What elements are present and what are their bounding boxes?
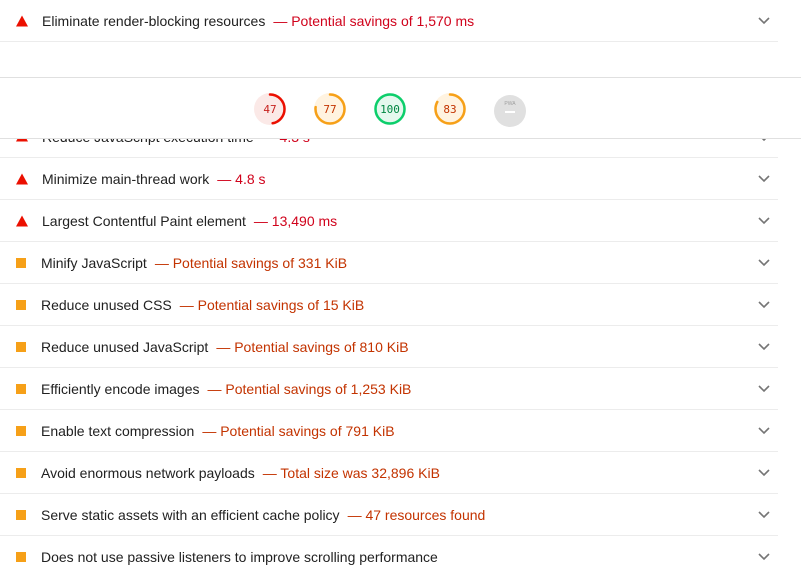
gauge-arc bbox=[314, 93, 346, 125]
gauge-bg bbox=[374, 93, 406, 125]
audit-display-value: — Potential savings of 331 KiB bbox=[154, 254, 348, 271]
chevron-down-icon[interactable] bbox=[757, 216, 771, 226]
score-value: 77 bbox=[323, 102, 337, 116]
audit-row-render-blocking[interactable]: Eliminate render-blocking resources — Pot… bbox=[0, 0, 778, 42]
audit-display-value: — 4.8 s bbox=[217, 170, 266, 187]
gauge-arc bbox=[254, 93, 286, 125]
chevron-down-icon[interactable] bbox=[757, 426, 771, 436]
audit-display-value: — Total size was 32,896 KiB bbox=[262, 464, 440, 481]
chevron-down-icon[interactable] bbox=[757, 16, 771, 26]
score-gauge-seo[interactable]: 83 bbox=[434, 93, 466, 125]
audit-display-value: — 47 resources found bbox=[347, 506, 486, 523]
audit-row-network-payloads[interactable]: Avoid enormous network payloads — Total s… bbox=[0, 452, 778, 494]
fail-triangle-icon bbox=[16, 173, 28, 184]
audit-display-value: — Potential savings of 1,253 KiB bbox=[207, 380, 412, 397]
audit-row-encode-images[interactable]: Efficiently encode images — Potential sav… bbox=[0, 368, 778, 410]
audit-title: Efficiently encode images — Potential sav… bbox=[41, 380, 412, 397]
score-gauge-performance[interactable]: 47 bbox=[254, 93, 286, 125]
chevron-down-icon[interactable] bbox=[757, 552, 771, 562]
score-gauge-pwa[interactable]: PWA bbox=[494, 95, 526, 127]
score-value: 83 bbox=[443, 102, 457, 116]
score-gauge-best-practices[interactable]: 100 bbox=[374, 93, 406, 125]
audit-display-value: — Potential savings of 791 KiB bbox=[202, 422, 395, 439]
chevron-down-icon[interactable] bbox=[757, 510, 771, 520]
gauge-arc bbox=[434, 93, 466, 125]
average-square-icon bbox=[16, 341, 26, 352]
audit-title: Minimize main-thread work — 4.8 s bbox=[42, 170, 266, 187]
gauge-arc bbox=[374, 93, 406, 125]
chevron-down-icon[interactable] bbox=[757, 342, 771, 352]
chevron-down-icon[interactable] bbox=[757, 300, 771, 310]
average-square-icon bbox=[16, 467, 26, 478]
pwa-dash-icon bbox=[505, 111, 515, 113]
pwa-label: PWA bbox=[504, 101, 516, 107]
score-gauge-accessibility[interactable]: 77 bbox=[314, 93, 346, 125]
score-value: 100 bbox=[380, 102, 400, 116]
audit-row-cache-policy[interactable]: Serve static assets with an efficient ca… bbox=[0, 494, 778, 536]
chevron-down-icon[interactable] bbox=[757, 174, 771, 184]
gauge-bg bbox=[314, 93, 346, 125]
audit-row-passive-listeners[interactable]: Does not use passive listeners to improv… bbox=[0, 536, 778, 577]
fail-triangle-icon bbox=[16, 15, 28, 26]
audit-title: Reduce unused CSS — Potential savings of … bbox=[41, 296, 365, 313]
audit-title: Minify JavaScript — Potential savings of … bbox=[41, 254, 348, 271]
audit-title: Does not use passive listeners to improv… bbox=[41, 548, 438, 565]
average-square-icon bbox=[16, 509, 26, 520]
audit-title: Largest Contentful Paint element — 13,490… bbox=[42, 212, 338, 229]
chevron-down-icon[interactable] bbox=[757, 384, 771, 394]
average-square-icon bbox=[16, 257, 26, 268]
gauge-bg bbox=[434, 93, 466, 125]
audit-row-unused-css[interactable]: Reduce unused CSS — Potential savings of … bbox=[0, 284, 778, 326]
chevron-down-icon[interactable] bbox=[757, 258, 771, 268]
fail-triangle-icon bbox=[16, 215, 28, 226]
average-square-icon bbox=[16, 425, 26, 436]
gauge-bg bbox=[254, 93, 286, 125]
audit-title: Reduce unused JavaScript — Potential savi… bbox=[41, 338, 409, 355]
audit-title: Enable text compression — Potential savin… bbox=[41, 422, 395, 439]
chevron-down-icon[interactable] bbox=[757, 468, 771, 478]
audit-display-value: — Potential savings of 1,570 ms bbox=[273, 12, 475, 29]
audit-row-text-compression[interactable]: Enable text compression — Potential savin… bbox=[0, 410, 778, 452]
audit-row-main-thread[interactable]: Minimize main-thread work — 4.8 s bbox=[0, 158, 778, 200]
average-square-icon bbox=[16, 299, 26, 310]
audit-title: Eliminate render-blocking resources — Pot… bbox=[42, 12, 475, 29]
average-square-icon bbox=[16, 383, 26, 394]
audit-display-value: — 13,490 ms bbox=[253, 212, 338, 229]
audit-display-value: — Potential savings of 810 KiB bbox=[216, 338, 409, 355]
audit-display-value: — Potential savings of 15 KiB bbox=[179, 296, 365, 313]
average-square-icon bbox=[16, 551, 26, 562]
audit-title: Avoid enormous network payloads — Total s… bbox=[41, 464, 440, 481]
score-value: 47 bbox=[263, 102, 277, 116]
sticky-score-header: 47 77 100 83 bbox=[0, 77, 801, 139]
audit-row-lcp-element[interactable]: Largest Contentful Paint element — 13,490… bbox=[0, 200, 778, 242]
audit-row-minify-js[interactable]: Minify JavaScript — Potential savings of … bbox=[0, 242, 778, 284]
audit-title: Serve static assets with an efficient ca… bbox=[41, 506, 486, 523]
audit-row-unused-js[interactable]: Reduce unused JavaScript — Potential savi… bbox=[0, 326, 778, 368]
